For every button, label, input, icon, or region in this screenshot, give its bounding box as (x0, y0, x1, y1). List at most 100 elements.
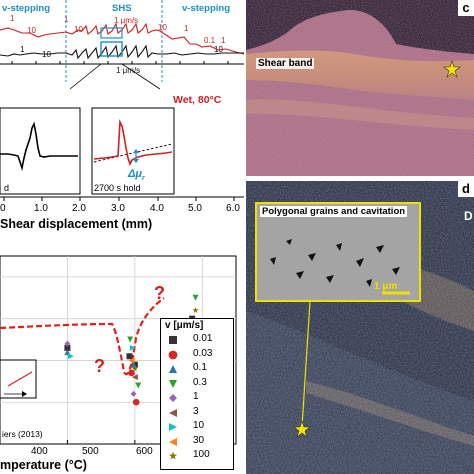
data-point (192, 294, 199, 301)
panel-c: c Shear band (246, 0, 474, 176)
dry-hold-curve (0, 121, 78, 172)
panel-b-axis (0, 196, 244, 201)
data-point (132, 398, 140, 406)
panel-letter-d: d (458, 181, 474, 197)
panel-d: d Polygonal grains and cavitation 1 μm D (246, 181, 474, 474)
legend-marker (169, 437, 177, 446)
legend-marker (168, 350, 178, 359)
inset-connector (301, 300, 311, 428)
legend-item: 0.1 (167, 362, 229, 375)
legend-label: 10 (193, 420, 205, 431)
data-point (128, 357, 135, 364)
data-point (131, 365, 138, 372)
regime-label-shs: SHS (112, 3, 132, 14)
delta-mu-label: Δμr (128, 168, 145, 183)
regime-label-vstep-2: v-stepping (182, 3, 231, 14)
legend-marker (168, 451, 178, 460)
legend-marker (169, 379, 177, 388)
wet-hold-label: 2700 s hold (94, 183, 141, 193)
data-point (135, 382, 142, 389)
legend-label: 0.3 (193, 376, 207, 388)
regime-label-vstep-1: v-stepping (2, 3, 51, 14)
legend-label: 0.03 (193, 347, 213, 359)
data-point (128, 369, 135, 377)
zoom-connector (121, 63, 161, 90)
cavities (270, 239, 400, 287)
red-label: 1 (10, 14, 15, 23)
xtick-label: 0 (0, 203, 6, 214)
xtick-label: 2.0 (72, 203, 86, 214)
data-point (64, 344, 71, 351)
legend-label: 30 (193, 434, 205, 446)
xtick-label: 400 (31, 446, 48, 457)
red-friction-trace (0, 22, 245, 55)
legend-marker (169, 394, 177, 402)
red-label: 0.1 (204, 36, 216, 45)
data-point (64, 340, 71, 347)
question-mark: ? (94, 356, 105, 376)
shear-band-label: Shear band (256, 58, 315, 69)
panel-b-xlabel: Shear displacement (mm) (0, 217, 153, 231)
legend-marker (169, 423, 177, 431)
legend-label: 1 (193, 391, 199, 402)
red-label: 1 (221, 36, 226, 45)
scale-bar-label: 1 μm (374, 281, 398, 292)
zoom-connector (69, 63, 102, 90)
micrograph-d (246, 181, 474, 474)
panel-a-ticks (11, 61, 229, 64)
xtick-label: 3.0 (111, 203, 125, 214)
legend-label: 0.1 (193, 362, 207, 373)
red-label: 10 (74, 25, 83, 34)
data-point (130, 390, 137, 397)
data-point (192, 307, 199, 313)
red-label: 10 (27, 26, 36, 35)
legend: v [μm/s] 0.01 0.03 0.1 0.3 1 3 10 30 100 (160, 318, 234, 470)
zoom-highlight-box (100, 41, 123, 57)
xtick-label: 4.0 (150, 203, 164, 214)
xtick-label: 6.0 (226, 203, 240, 214)
red-label: 1 (184, 24, 189, 33)
xtick-label: 600 (136, 446, 153, 457)
data-point (127, 336, 134, 343)
star-marker (293, 420, 311, 438)
inset-label: Polygonal grains and cavitation (260, 206, 408, 217)
legend-marker (169, 336, 177, 344)
legend-label: 0.01 (193, 333, 213, 344)
inset-box (0, 359, 37, 399)
legend-item: 0.3 (167, 376, 229, 390)
data-point (126, 353, 133, 360)
red-label: 1 μm/s (114, 16, 139, 25)
legend-label: 100 (193, 449, 210, 460)
legend-item: 100 (167, 449, 229, 462)
partial-label-d: D (464, 209, 473, 223)
black-label: 1 (20, 45, 25, 54)
black-friction-trace (0, 44, 244, 60)
wet-hold-curve (93, 118, 173, 167)
panel-e-xlabel: mperature (°C) (0, 458, 87, 472)
question-mark: ? (154, 283, 165, 303)
legend-item: 3 (167, 405, 229, 419)
dry-hold-fragment: d (4, 183, 10, 193)
wet-hold-box (91, 107, 175, 195)
zoom-highlight-box (100, 27, 123, 39)
legend-item: 10 (167, 420, 229, 433)
trend-curve (0, 297, 165, 376)
xtick-label: 500 (82, 446, 99, 457)
xtick-label: 5.0 (188, 203, 202, 214)
panel-letter-c: c (458, 0, 474, 16)
data-point (129, 344, 136, 351)
legend-item: 0.01 (167, 333, 229, 346)
black-label: 1 μm/s (116, 66, 141, 75)
data-point (131, 374, 138, 381)
micrograph-c (246, 0, 474, 176)
wet-condition-label: Wet, 80°C (173, 94, 222, 106)
legend-item: 30 (167, 434, 229, 448)
inset-line (7, 371, 33, 387)
data-point (64, 349, 71, 356)
legend-label: 3 (193, 405, 199, 417)
legend-item: 0.03 (167, 347, 229, 361)
reference-text: iers (2013) (2, 429, 43, 439)
star-marker (443, 60, 461, 78)
panel-b-curves (0, 107, 175, 195)
legend-item: 1 (167, 391, 229, 404)
